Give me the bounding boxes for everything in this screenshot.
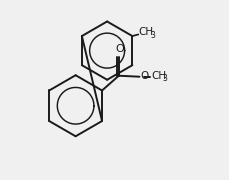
Text: CH: CH: [150, 71, 166, 80]
Text: O: O: [139, 71, 148, 81]
Text: O: O: [114, 44, 123, 54]
Text: CH: CH: [138, 27, 153, 37]
Text: 3: 3: [150, 31, 154, 40]
Text: 3: 3: [162, 74, 167, 83]
